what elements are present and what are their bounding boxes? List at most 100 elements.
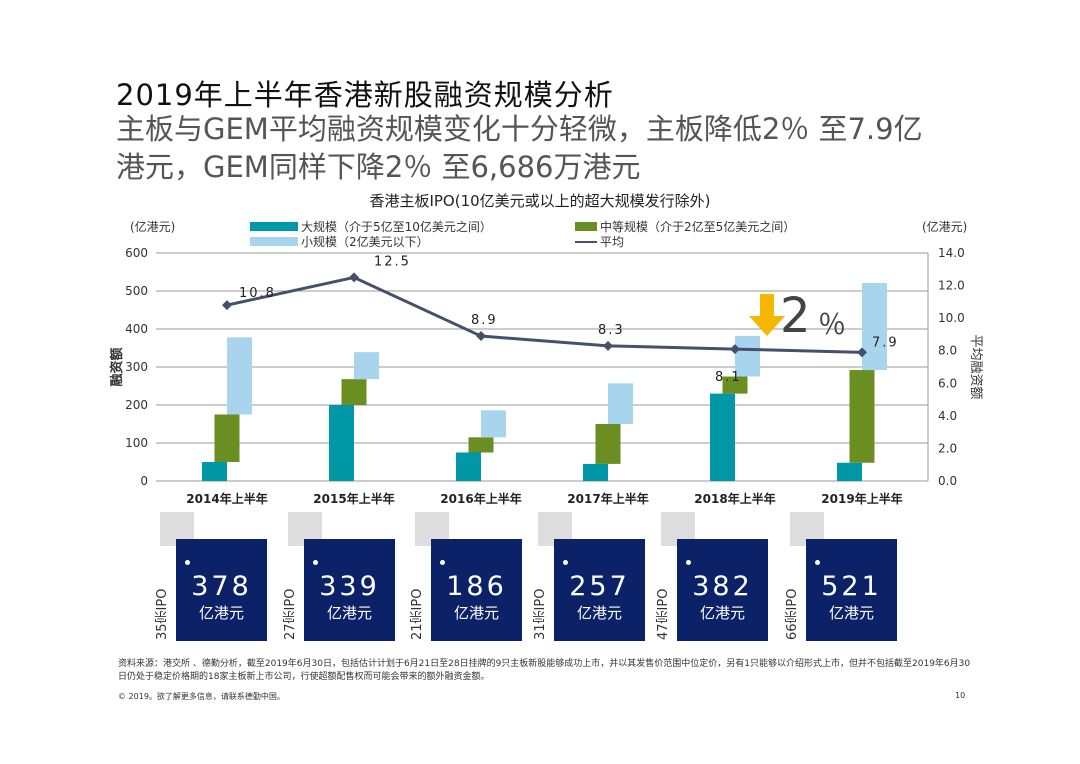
legend-label: 大规模（介于5亿至10亿美元之间） — [301, 220, 492, 234]
legend-swatch — [575, 222, 597, 231]
total-value: 339 — [319, 571, 380, 602]
legend-line — [575, 240, 597, 243]
ipo-count: 47宗IPO — [656, 588, 671, 640]
total-value: 186 — [446, 571, 507, 602]
bar-small — [608, 383, 633, 424]
bar-small — [862, 283, 887, 371]
average-point — [730, 344, 740, 355]
ipo-count: 66宗IPO — [785, 588, 800, 640]
bar-medium — [214, 414, 240, 462]
bar-large — [710, 393, 735, 481]
bar-medium — [341, 379, 367, 405]
legend-label: 小规模（2亿美元以下） — [301, 235, 429, 249]
x-tick-label: 2016年上半年 — [440, 491, 521, 506]
bullet-dot — [185, 560, 190, 565]
bar-medium — [595, 424, 621, 464]
average-data-label: 8.9 — [471, 313, 498, 328]
y2-tick-label: 14.0 — [938, 246, 965, 260]
chart-title: 香港主板IPO(10亿美元或以上的超大规模发行除外) — [369, 192, 711, 210]
bar-large — [329, 405, 354, 481]
bullet-dot — [686, 560, 691, 565]
total-value: 257 — [569, 571, 630, 602]
ipo-count: 27宗IPO — [283, 588, 298, 640]
average-data-label: 10.8 — [239, 286, 276, 301]
total-unit: 亿港元 — [699, 604, 745, 622]
ipo-count: 21宗IPO — [410, 588, 425, 640]
slide-subtitle: 主板与GEM平均融资规模变化十分轻微，主板降低2％ 至7.9亿港元，GEM同样下… — [116, 112, 923, 184]
legend-swatch — [250, 222, 298, 231]
summary-box: 339 亿港元 — [304, 539, 395, 641]
legend-label: 中等规模（介于2亿至5亿美元之间） — [600, 220, 796, 234]
bullet-dot — [440, 560, 445, 565]
x-tick-label: 2019年上半年 — [821, 491, 902, 506]
total-unit: 亿港元 — [576, 604, 622, 622]
left-axis-unit: (亿港元) — [130, 220, 176, 234]
copyright: © 2019。欲了解更多信息，请联系德勤中国。 — [118, 692, 285, 701]
callout-value: 2 — [780, 288, 811, 344]
total-value: 378 — [191, 571, 252, 602]
x-tick-label: 2018年上半年 — [694, 491, 775, 506]
summary-box: 378 亿港元 — [176, 539, 267, 641]
average-point — [349, 272, 359, 283]
legend-swatch — [250, 237, 298, 246]
down-arrow-icon — [749, 294, 785, 336]
bar-small — [735, 335, 760, 377]
slide-title: 2019年上半年香港新股融资规模分析 — [116, 78, 614, 112]
summary-box: 186 亿港元 — [431, 539, 522, 641]
y2-tick-label: 8.0 — [938, 344, 957, 358]
average-point — [222, 300, 232, 311]
bullet-dot — [815, 560, 820, 565]
legend-label: 平均 — [600, 235, 625, 249]
y2-tick-label: 10.0 — [938, 311, 965, 325]
total-value: 521 — [821, 571, 882, 602]
x-tick-label: 2014年上半年 — [186, 491, 267, 506]
y2-axis-label: 平均融资额 — [968, 334, 983, 399]
summary-box: 257 亿港元 — [554, 539, 645, 641]
average-data-label: 12.5 — [374, 254, 411, 269]
y-axis-label: 融资额 — [109, 347, 125, 386]
callout-unit: ％ — [818, 308, 846, 341]
legend-medium: 中等规模（介于2亿至5亿美元之间） — [575, 218, 795, 235]
y-tick-label: 200 — [125, 398, 148, 412]
legend-average: 平均 — [575, 233, 624, 250]
bar-large — [583, 463, 608, 481]
x-tick-label: 2017年上半年 — [567, 491, 648, 506]
y2-tick-label: 12.0 — [938, 279, 965, 293]
bullet-dot — [563, 560, 568, 565]
average-data-label: 8.1 — [715, 370, 742, 385]
bar-medium — [722, 376, 748, 394]
chart: 0 100 200 300 400 500 600 0.0 2.0 4.0 6.0 8.0 10.0 12… — [109, 246, 983, 506]
total-unit: 亿港元 — [453, 604, 499, 622]
total-unit: 亿港元 — [326, 604, 372, 622]
average-line — [226, 275, 863, 354]
y-tick-label: 600 — [125, 246, 148, 260]
y2-tick-label: 0.0 — [938, 474, 957, 488]
bar-small — [227, 337, 252, 415]
y2-tick-label: 4.0 — [938, 409, 957, 423]
y2-tick-label: 2.0 — [938, 441, 957, 455]
footnote: 资料来源：港交所 、德勤分析，截至2019年6月30日，包括估计计划于6月21日… — [118, 659, 971, 682]
average-data-label: 7.9 — [872, 335, 899, 350]
y-tick-label: 0 — [140, 474, 148, 488]
average-point — [603, 340, 613, 351]
bar-large — [456, 452, 481, 481]
ipo-count: 31宗IPO — [533, 588, 548, 640]
bar-medium — [468, 437, 494, 453]
legend-small: 小规模（2亿美元以下） — [250, 233, 429, 250]
legend-large: 大规模（介于5亿至10亿美元之间） — [250, 218, 492, 235]
x-tick-label: 2015年上半年 — [313, 491, 394, 506]
right-axis-unit: (亿港元) — [922, 220, 968, 234]
total-unit: 亿港元 — [198, 604, 244, 622]
average-data-label: 8.3 — [598, 323, 625, 338]
bar-medium — [849, 370, 875, 463]
summary-box: 382 亿港元 — [677, 539, 768, 641]
bar-small — [354, 352, 379, 380]
y-tick-label: 500 — [125, 284, 148, 298]
page-number: 10 — [955, 691, 966, 700]
average-point — [476, 331, 486, 342]
total-value: 382 — [692, 571, 753, 602]
bar-large — [837, 462, 862, 481]
y-tick-label: 400 — [125, 322, 148, 336]
summary-box: 521 亿港元 — [806, 539, 897, 641]
